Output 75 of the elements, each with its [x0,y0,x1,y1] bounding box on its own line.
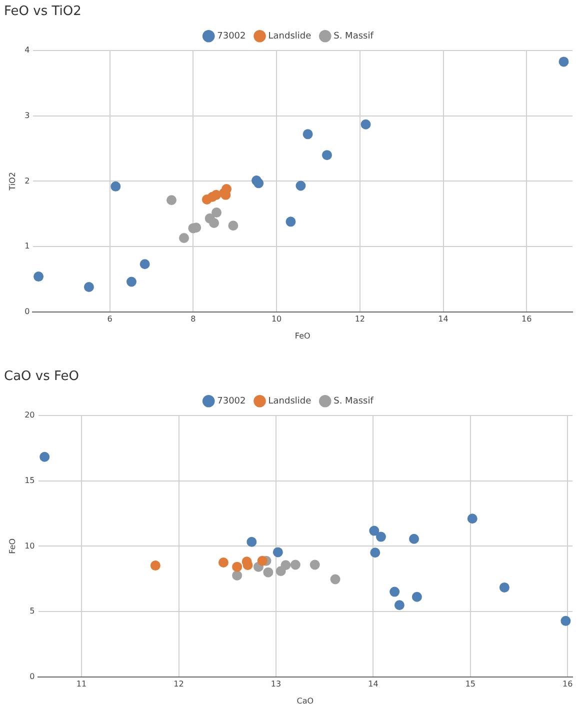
point [209,218,220,228]
y-tick-label: 10 [24,541,35,550]
legend-label: Landslide [268,31,312,42]
x-tick-label: 10 [271,314,282,324]
point [412,592,422,602]
y-tick-label: 4 [24,46,30,55]
point [228,220,238,231]
point [296,180,306,191]
x-tick-label: 14 [438,314,448,324]
x-tick-label: 16 [522,314,532,324]
y-tick-label: 0 [30,672,35,681]
x-axis-title: CaO [296,696,314,706]
point [232,562,242,572]
point [310,560,320,570]
point [286,216,296,227]
legend-label: 73002 [217,396,246,406]
point [280,560,291,570]
point [232,570,242,580]
point [84,282,94,292]
point [290,560,300,570]
point [322,150,332,160]
x-axis-title: FeO [294,331,310,340]
x-tick-label: 11 [76,680,87,689]
point [257,556,268,566]
point [263,567,274,578]
point [376,532,386,542]
legend-label: S. Massif [334,396,374,406]
x-tick-label: 14 [368,680,378,689]
point [394,600,404,610]
y-tick-label: 3 [24,110,30,120]
x-tick-label: 15 [465,680,476,689]
point [34,272,44,282]
point [110,181,121,192]
point [369,526,380,536]
point [126,276,136,287]
y-tick-label: 20 [24,410,35,420]
legend-label: 73002 [217,31,246,42]
x-tick-label: 13 [270,680,282,689]
point [166,195,176,206]
y-tick-label: 1 [24,242,30,251]
legend-label: S. Massif [334,31,374,42]
point [40,452,50,462]
y-axis-title: FeO [8,538,17,554]
point [560,616,571,626]
y-axis-title: TiO2 [8,172,17,192]
point [179,233,190,244]
point [558,56,569,67]
point [409,534,420,544]
point [302,129,313,140]
x-tick-label: 8 [190,314,196,324]
legend-label: Landslide [268,396,312,406]
point [211,190,222,200]
point [370,548,380,558]
point [272,547,283,558]
x-tick-label: 6 [107,314,112,324]
point [499,582,510,592]
point [140,259,150,270]
x-tick-label: 12 [174,680,184,689]
y-tick-label: 2 [24,176,30,186]
point [360,119,371,130]
y-tick-label: 5 [30,606,35,616]
point [212,208,222,218]
y-tick-label: 15 [24,476,35,485]
point [150,560,160,571]
x-tick-label: 12 [354,314,366,324]
point [254,178,264,188]
x-tick-label: 16 [562,680,573,689]
y-tick-label: 0 [24,306,30,316]
point [246,536,257,547]
point [330,574,340,584]
point [467,514,478,524]
chart-title: CaO vs FeO [4,369,80,384]
point [218,558,228,568]
point [390,586,400,597]
chart-title: FeO vs TiO2 [4,4,82,20]
